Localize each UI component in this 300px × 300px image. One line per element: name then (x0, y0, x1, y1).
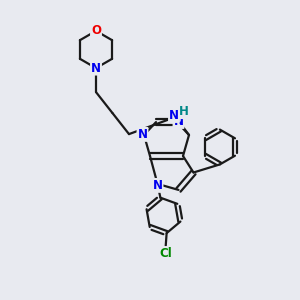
Text: N: N (169, 109, 179, 122)
Text: Cl: Cl (160, 247, 172, 260)
Text: H: H (179, 105, 189, 118)
Text: N: N (137, 128, 148, 141)
Text: N: N (91, 61, 101, 75)
Text: O: O (91, 24, 101, 38)
Text: N: N (152, 179, 163, 192)
Text: N: N (173, 115, 184, 128)
